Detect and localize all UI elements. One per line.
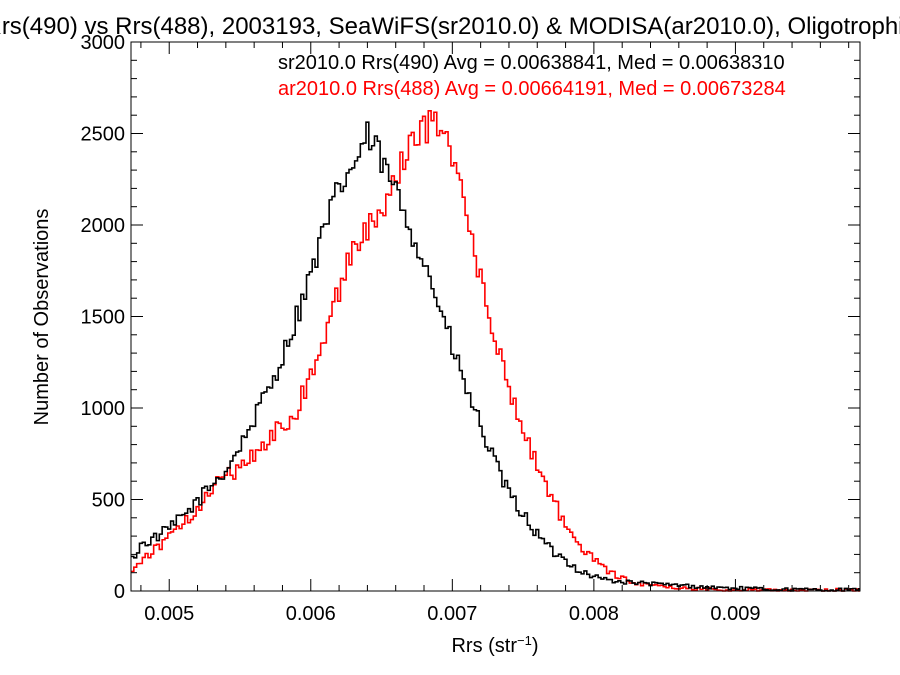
x-tick-label: 0.007 [427, 603, 477, 625]
y-tick-label: 1500 [81, 307, 126, 329]
axis-ticks: 0.005 0.006 0.007 0.008 0.009 0 500 1000 1500 200… [81, 32, 860, 625]
series-line-0 [131, 121, 860, 592]
x-axis-label-sup: −1 [517, 633, 532, 648]
y-tick-label: 1000 [81, 398, 126, 420]
y-tick-label: 3000 [81, 32, 126, 54]
y-tick-label: 500 [92, 490, 125, 512]
x-axis-label: Rrs (str−1) [451, 633, 538, 657]
y-tick-label: 2000 [81, 215, 126, 237]
series-line-1 [131, 109, 860, 592]
x-tick-label: 0.006 [286, 603, 336, 625]
legend-entry-1: ar2010.0 Rrs(488) Avg = 0.00664191, Med … [278, 78, 786, 100]
plot-area [131, 109, 860, 592]
x-axis-label-text: Rrs (str [451, 635, 517, 657]
x-axis-label-close: ) [532, 635, 539, 657]
y-tick-label: 2500 [81, 124, 126, 146]
chart-title: Rrs(490) vs Rrs(488), 2003193, SeaWiFS(s… [0, 13, 900, 40]
y-tick-label: 0 [114, 581, 125, 603]
plot-frame [130, 41, 861, 592]
x-tick-label: 0.009 [710, 603, 760, 625]
legend-entry-0: sr2010.0 Rrs(490) Avg = 0.00638841, Med … [278, 52, 785, 74]
y-axis-label: Number of Observations [31, 209, 53, 426]
x-tick-label: 0.005 [144, 603, 194, 625]
x-tick-label: 0.008 [569, 603, 619, 625]
